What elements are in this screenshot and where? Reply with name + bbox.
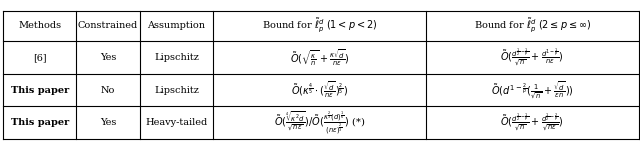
Text: Constrained: Constrained	[78, 21, 138, 30]
Text: $\tilde{O}(d^{1-\frac{2}{p}}(\frac{1}{\sqrt{n}} + \frac{\sqrt{d}}{\varepsilon n}: $\tilde{O}(d^{1-\frac{2}{p}}(\frac{1}{\s…	[491, 79, 573, 101]
Text: Bound for $\tilde{\ell}_p^d$ $(2 \leq p \leq \infty)$: Bound for $\tilde{\ell}_p^d$ $(2 \leq p …	[474, 17, 591, 35]
Text: Yes: Yes	[100, 53, 116, 62]
Text: $\tilde{O}(\kappa^{\frac{4}{5}} \cdot (\frac{\sqrt{d}}{n\varepsilon})^{\frac{2}{: $\tilde{O}(\kappa^{\frac{4}{5}} \cdot (\…	[291, 80, 348, 100]
Text: Bound for $\tilde{\ell}_p^d$ $(1 < p < 2)$: Bound for $\tilde{\ell}_p^d$ $(1 < p < 2…	[262, 17, 377, 35]
Text: $\tilde{O}(\frac{\sqrt[4]{\kappa^2 d}}{\sqrt{n\varepsilon}})/\tilde{O}(\frac{\ka: $\tilde{O}(\frac{\sqrt[4]{\kappa^2 d}}{\…	[274, 109, 365, 136]
Text: [6]: [6]	[33, 53, 47, 62]
Text: Heavy-tailed: Heavy-tailed	[145, 118, 207, 127]
Text: This paper: This paper	[11, 85, 69, 95]
Text: This paper: This paper	[11, 118, 69, 127]
Text: No: No	[101, 85, 115, 95]
Text: Assumption: Assumption	[147, 21, 205, 30]
Text: Lipschitz: Lipschitz	[154, 53, 199, 62]
Text: $\tilde{O}(\sqrt{\frac{\kappa}{n}} + \frac{\kappa\sqrt{d}}{n\varepsilon})$: $\tilde{O}(\sqrt{\frac{\kappa}{n}} + \fr…	[289, 47, 349, 68]
Text: Lipschitz: Lipschitz	[154, 85, 199, 95]
Text: Methods: Methods	[18, 21, 61, 30]
Text: $\tilde{O}(\frac{d^{\frac{1}{2}-\frac{1}{p}}}{\sqrt{n}} + \frac{d^{1-\frac{1}{p}: $\tilde{O}(\frac{d^{\frac{1}{2}-\frac{1}…	[500, 47, 564, 68]
Text: $\tilde{O}(\frac{d^{\frac{1}{2}-\frac{1}{p}}}{\sqrt{n}} + \frac{d^{\frac{1}{2}-\: $\tilde{O}(\frac{d^{\frac{1}{2}-\frac{1}…	[500, 112, 564, 133]
Text: Yes: Yes	[100, 118, 116, 127]
